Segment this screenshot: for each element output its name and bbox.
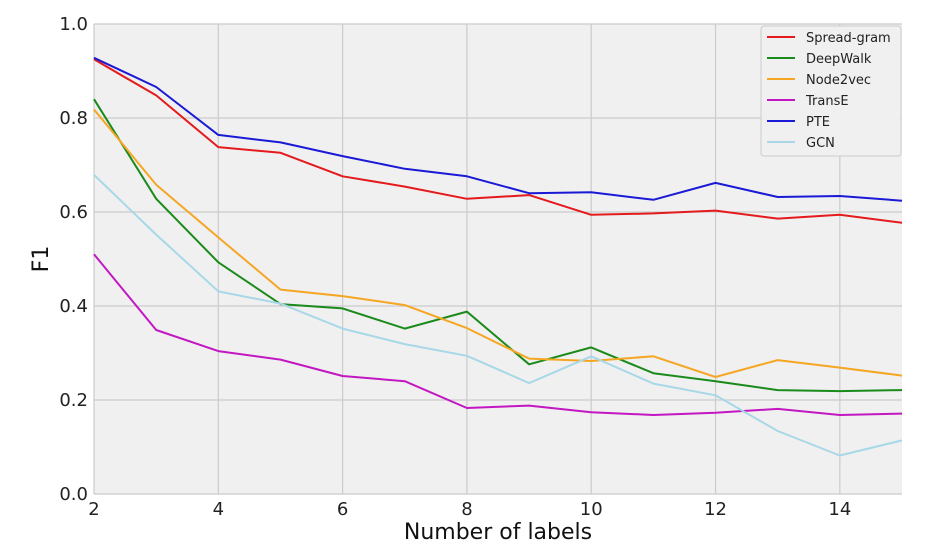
series-line-deepwalk [93,98,903,393]
y-tick-label: 0.4 [59,296,88,317]
x-tick-label: 4 [213,499,224,520]
legend: Spread-gram DeepWalk Node2vec TransE PTE GCN [760,25,902,157]
x-tick-label: 10 [580,499,603,520]
series-line-transe [93,253,903,416]
y-axis-label: F1 [29,246,54,273]
x-tick-label: 8 [461,499,472,520]
y-tick-label: 0.0 [59,484,88,505]
y-tick-label: 0.8 [59,108,88,129]
legend-label: GCN [806,136,835,151]
y-tick-label: 0.2 [59,390,88,411]
series-line-node2vec [93,108,903,378]
y-tick-label: 0.6 [59,202,88,223]
legend-label: TransE [805,94,849,109]
legend-label: Spread-gram [806,31,891,46]
x-axis-label: Number of labels [404,520,592,545]
series-line-gcn [93,174,903,457]
x-tick-label: 6 [337,499,348,520]
legend-label: DeepWalk [806,52,872,67]
legend-label: PTE [806,115,830,130]
grid-lines [93,23,902,495]
series-layer [93,56,903,457]
x-tick-label: 14 [828,499,851,520]
legend-label: Node2vec [806,73,871,88]
legend-box [760,25,902,157]
tick-labels: 2 4 6 8 10 12 14 0.0 0.2 0.4 0.6 0.8 1.0 [59,14,851,520]
series-line-spread-gram [93,58,903,224]
y-tick-label: 1.0 [59,14,88,35]
series-line-pte [93,56,903,202]
x-tick-label: 12 [704,499,727,520]
x-tick-label: 2 [88,499,99,520]
